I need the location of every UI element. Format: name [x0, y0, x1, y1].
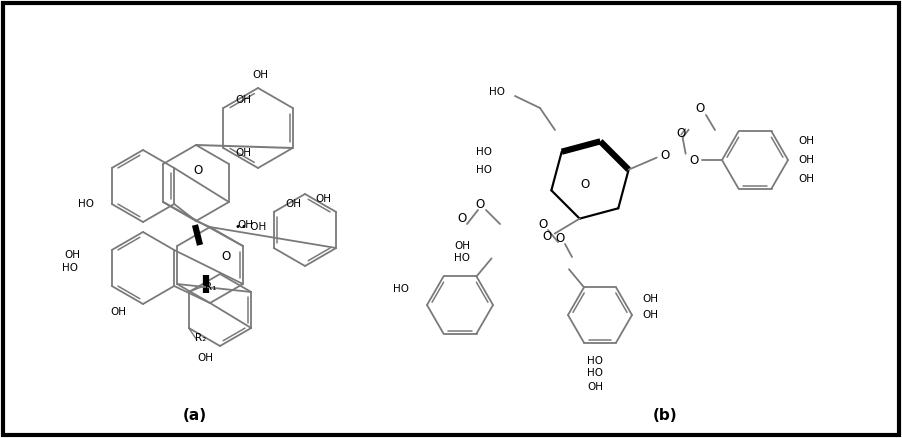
Text: O: O: [689, 153, 699, 166]
Text: OH: OH: [454, 241, 470, 251]
Text: O: O: [676, 127, 686, 140]
Text: HO: HO: [78, 199, 94, 209]
Text: O: O: [695, 102, 704, 114]
Text: OH: OH: [798, 137, 814, 146]
Text: (a): (a): [183, 407, 207, 423]
Text: HO: HO: [393, 283, 409, 293]
Text: OH: OH: [286, 199, 302, 209]
Text: O: O: [193, 165, 203, 177]
Text: OH: OH: [642, 294, 658, 304]
Text: HO: HO: [62, 263, 78, 273]
Text: OH: OH: [237, 220, 253, 230]
Text: OH: OH: [642, 310, 658, 320]
Text: OH: OH: [315, 194, 331, 204]
Text: HO: HO: [476, 147, 492, 157]
Text: O: O: [221, 251, 231, 264]
Text: O: O: [660, 149, 669, 162]
Text: OH: OH: [64, 250, 80, 260]
Text: OH: OH: [235, 95, 252, 105]
Text: O: O: [580, 179, 590, 191]
Text: OH: OH: [798, 155, 814, 165]
Text: OH: OH: [798, 173, 814, 184]
Text: HO: HO: [587, 368, 603, 378]
Text: O: O: [457, 212, 466, 225]
Text: O: O: [538, 219, 548, 232]
Text: OH: OH: [252, 70, 268, 80]
Text: OH: OH: [587, 382, 603, 392]
Text: O: O: [556, 232, 565, 244]
Text: •• OH: •• OH: [235, 222, 266, 232]
Text: HO: HO: [587, 356, 603, 366]
Text: OH: OH: [110, 307, 126, 317]
Text: R₁: R₁: [205, 282, 216, 292]
Text: HO: HO: [489, 87, 505, 97]
Text: R₂: R₂: [195, 333, 207, 343]
Text: (b): (b): [653, 407, 677, 423]
Text: O: O: [542, 230, 551, 243]
Text: O: O: [475, 198, 484, 212]
Text: OH: OH: [197, 353, 213, 363]
Text: HO: HO: [454, 253, 470, 263]
Text: OH: OH: [235, 148, 252, 158]
Text: HO: HO: [476, 165, 492, 175]
